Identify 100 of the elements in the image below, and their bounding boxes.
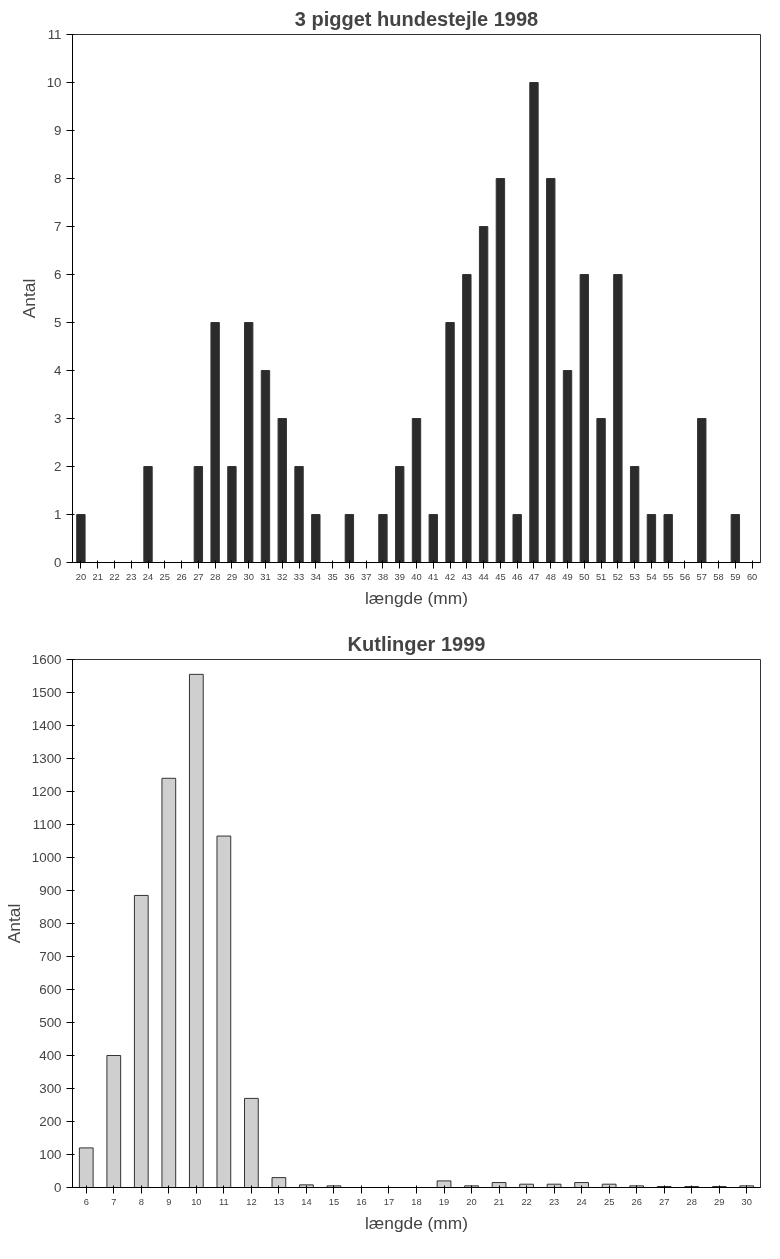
x-tick-label: 39 [394,571,405,582]
x-tick-label: 38 [377,571,389,582]
y-tick-label: 2 [54,459,62,474]
x-tick-label: 52 [612,571,624,582]
y-tick-label: 1 [54,507,62,522]
x-tick-label: 17 [383,1196,395,1207]
y-tick-label: 3 [54,411,62,426]
x-tick-label: 15 [328,1196,340,1207]
x-tick-label: 23 [548,1196,560,1207]
y-tick-label: 8 [54,171,62,186]
x-tick-label: 23 [126,571,137,582]
x-tick-label: 59 [730,571,741,582]
x-tick-label: 26 [631,1196,642,1207]
x-tick-label: 25 [603,1196,615,1207]
x-tick-label: 31 [260,571,271,582]
y-tick-label: 700 [39,949,62,964]
y-tick-label: 5 [54,315,62,330]
x-tick-label: 56 [679,571,691,582]
y-tick-label: 1100 [32,817,62,832]
y-tick-label: 200 [39,1114,62,1129]
x-tick-label: 43 [461,571,473,582]
y-tick-label: 500 [39,1015,62,1030]
y-tick-label: 1600 [31,652,62,667]
chart-title: 3 pigget hundestejle 1998 [294,7,539,30]
x-tick-label: 11 [219,1196,229,1207]
x-tick-label: 29 [226,571,238,582]
y-tick-label: 1400 [31,718,62,733]
y-tick-label: 0 [54,555,62,570]
y-tick-label: 0 [54,1180,62,1195]
y-tick-label: 600 [39,982,62,997]
y-tick-label: 800 [39,916,62,931]
x-tick-label: 46 [512,571,523,582]
x-tick-label: 20 [466,1196,477,1207]
x-tick-label: 57 [696,571,707,582]
y-axis-title: Antal [18,278,39,319]
x-tick-label: 36 [344,571,355,582]
x-tick-label: 22 [109,571,120,582]
x-tick-label: 24 [142,571,154,582]
x-tick-label: 22 [521,1196,532,1207]
x-tick-label: 7 [111,1196,117,1207]
x-tick-label: 47 [528,571,540,582]
x-tick-label: 44 [478,571,489,582]
y-tick-label: 11 [47,27,62,42]
x-tick-label: 37 [360,571,372,582]
chart-title: Kutlinger 1999 [347,632,486,655]
x-tick-label: 30 [243,571,254,582]
x-tick-label: 41 [428,571,439,582]
x-axis-title: længde (mm) [364,1212,469,1233]
x-tick-label: 8 [138,1196,144,1207]
y-tick-label: 1000 [31,850,62,865]
y-tick-label: 100 [39,1147,62,1162]
x-tick-label: 30 [741,1196,752,1207]
x-tick-label: 27 [658,1196,670,1207]
y-tick-label: 4 [54,363,63,378]
y-tick-label: 6 [54,267,62,282]
x-tick-label: 29 [714,1196,725,1207]
x-tick-label: 50 [579,571,590,582]
y-tick-label: 9 [54,123,62,138]
x-tick-label: 19 [438,1196,450,1207]
x-tick-label: 27 [193,571,204,582]
x-tick-label: 32 [277,571,288,582]
x-tick-label: 14 [301,1196,312,1207]
y-tick-label: 400 [39,1048,62,1063]
x-tick-label: 49 [562,571,573,582]
x-tick-label: 26 [176,571,187,582]
x-tick-label: 28 [686,1196,697,1207]
x-tick-label: 25 [159,571,170,582]
y-tick-label: 900 [39,883,62,898]
x-tick-label: 9 [166,1196,172,1207]
x-tick-label: 42 [444,571,456,582]
x-axis-title: længde (mm) [364,587,469,608]
x-tick-label: 33 [293,571,305,582]
x-tick-label: 16 [356,1196,367,1207]
y-axis-title: Antal [3,903,24,944]
x-tick-label: 24 [576,1196,587,1207]
x-tick-label: 55 [663,571,674,582]
x-tick-label: 35 [327,571,338,582]
x-tick-label: 60 [746,571,758,582]
y-tick-label: 10 [46,75,62,90]
x-tick-label: 6 [83,1196,89,1207]
y-tick-label: 7 [54,219,62,234]
x-tick-label: 28 [209,571,221,582]
x-tick-label: 10 [191,1196,202,1207]
x-tick-label: 40 [411,571,422,582]
x-tick-label: 13 [273,1196,285,1207]
x-tick-label: 34 [310,571,322,582]
y-tick-label: 1300 [31,751,62,766]
x-tick-label: 12 [246,1196,257,1207]
y-tick-label: 300 [39,1081,62,1096]
x-tick-label: 48 [545,571,556,582]
x-tick-label: 21 [493,1196,505,1207]
y-tick-label: 1500 [31,685,62,700]
x-tick-label: 53 [629,571,640,582]
x-tick-label: 51 [595,571,607,582]
x-tick-label: 54 [646,571,657,582]
x-tick-label: 20 [75,571,87,582]
x-tick-label: 18 [411,1196,422,1207]
y-tick-label: 1200 [31,784,62,799]
x-tick-label: 45 [495,571,506,582]
x-tick-label: 58 [713,571,724,582]
